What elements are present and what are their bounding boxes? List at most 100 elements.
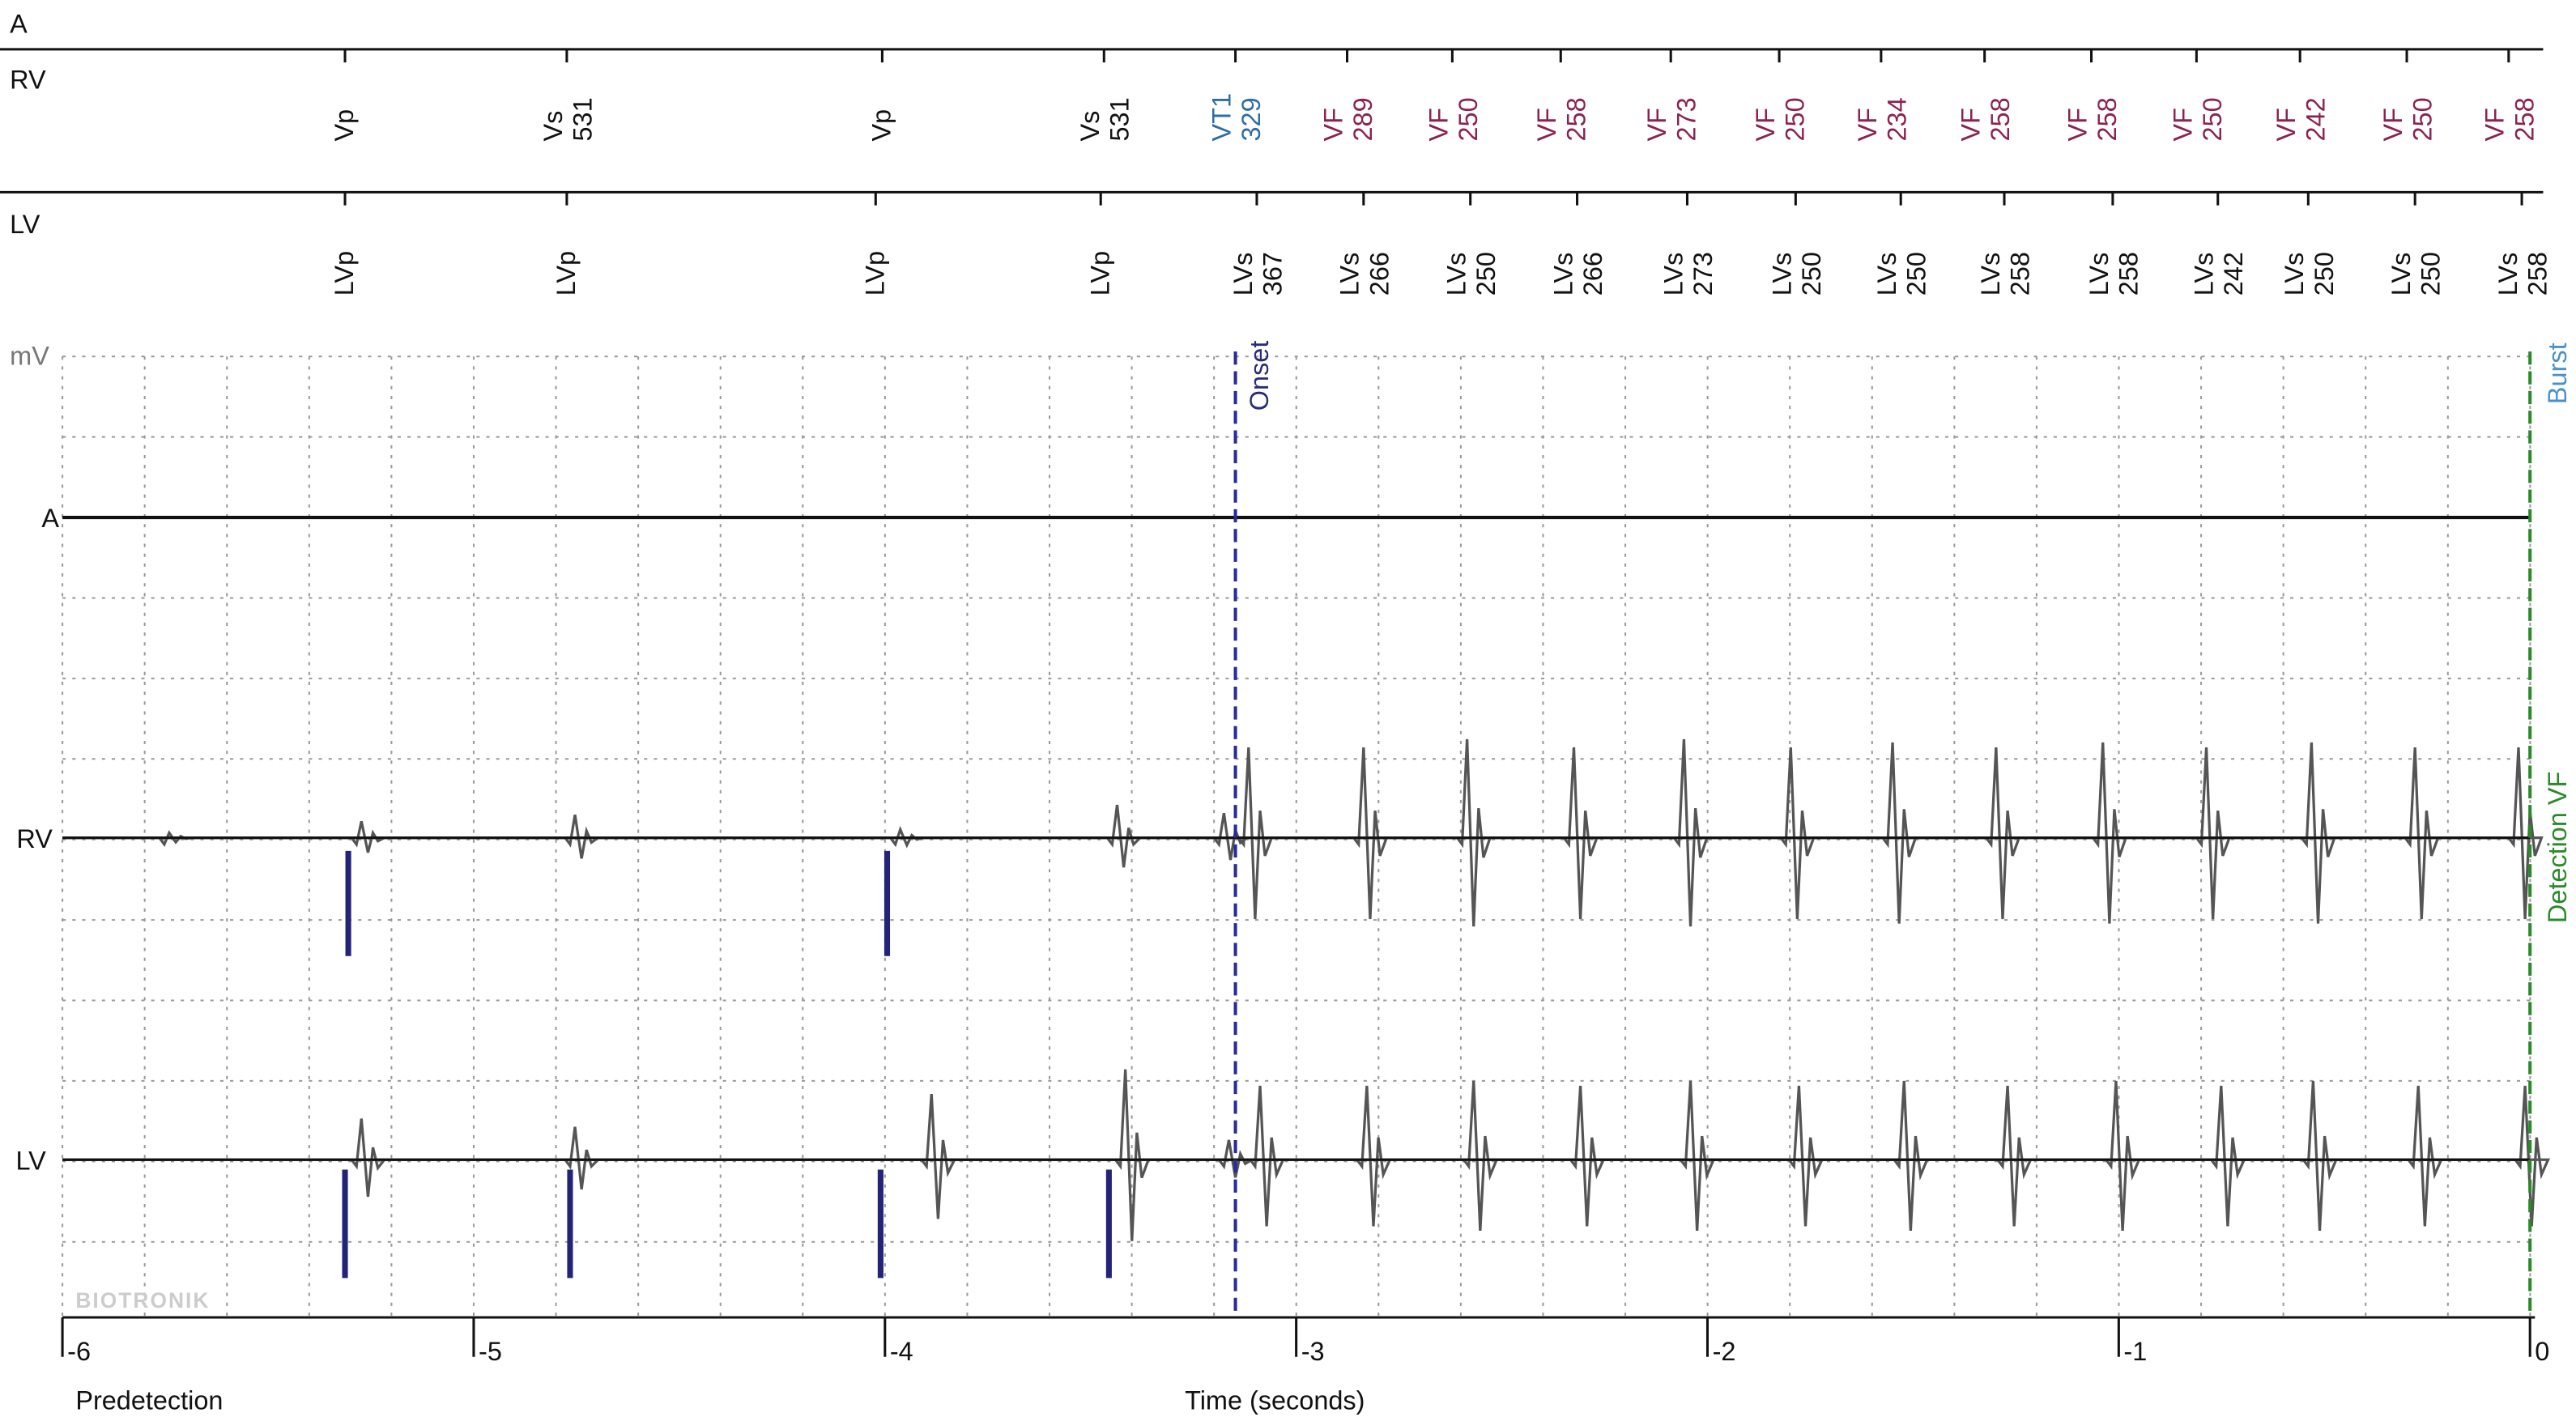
lv-trace: [62, 1080, 2531, 1232]
marker-label: VF: [2168, 108, 2197, 141]
marker-label: LVs: [1658, 253, 1688, 296]
marker-label: VF: [1642, 108, 1671, 141]
rv-trace: [62, 747, 2531, 920]
marker-label: VF: [2378, 108, 2408, 141]
marker-label: VF: [1956, 108, 1986, 141]
marker-interval: 266: [1365, 252, 1394, 296]
marker-label: LVp: [551, 251, 581, 296]
marker-label: VF: [2480, 108, 2510, 141]
marker-interval: 531: [1105, 97, 1135, 141]
rv-trace: [62, 747, 2531, 920]
lv-trace: [62, 1126, 2531, 1190]
time-tick-label: -4: [890, 1337, 913, 1366]
marker-label: LVs: [1228, 253, 1258, 296]
lv-trace: [62, 1085, 2551, 1227]
time-tick-label: -2: [1713, 1337, 1736, 1366]
marker-interval: 273: [1672, 97, 1701, 141]
marker-label: LVs: [2387, 253, 2416, 296]
lv-trace: [62, 1085, 2531, 1227]
marker-label: LVs: [2190, 253, 2219, 296]
time-tick-label: 0: [2535, 1337, 2549, 1366]
marker-interval: 250: [1454, 97, 1483, 141]
marker-label: VF: [1424, 108, 1453, 141]
marker-interval: 289: [1348, 97, 1377, 141]
marker-interval: 250: [2310, 252, 2339, 296]
onset-label: Onset: [1245, 341, 1274, 411]
marker-interval: 250: [2408, 97, 2437, 141]
marker-label: LVs: [2493, 253, 2523, 296]
marker-interval: 367: [1258, 252, 1287, 296]
lv-trace: [62, 1085, 2531, 1227]
marker-row-label: A: [10, 10, 28, 39]
marker-label: LVs: [1767, 253, 1796, 296]
lv-trace: [62, 1085, 2531, 1227]
rv-trace: [62, 742, 2531, 924]
marker-interval: 242: [2219, 252, 2248, 296]
marker-interval: 234: [1882, 97, 1911, 141]
lv-trace: [62, 1085, 2531, 1227]
marker-interval: 250: [1781, 97, 1810, 141]
rv-trace: [62, 747, 2531, 920]
marker-label: Vp: [867, 109, 896, 142]
lv-trace: [62, 1080, 2531, 1232]
marker-label: LVp: [860, 251, 889, 296]
marker-interval: 258: [2510, 97, 2539, 141]
marker-label: LVs: [1976, 253, 2005, 296]
marker-interval: 250: [1902, 252, 1931, 296]
marker-interval: 258: [2005, 252, 2034, 296]
marker-label: LVs: [2280, 253, 2309, 296]
lv-trace: [62, 1080, 2531, 1232]
lv-trace: [62, 1080, 2531, 1232]
marker-label: LVp: [1085, 251, 1114, 296]
rv-trace: [62, 747, 2531, 920]
marker-label: Vs: [1075, 111, 1105, 142]
footer-label: Predetection: [75, 1386, 223, 1415]
time-tick-label: -3: [1301, 1337, 1325, 1366]
rv-trace: [62, 804, 2531, 868]
lv-trace: [62, 1118, 2531, 1198]
channel-label: A: [41, 504, 59, 533]
rv-trace: [62, 738, 2531, 927]
marker-label: LVs: [1442, 253, 1471, 296]
rv-trace: [62, 738, 2531, 927]
time-tick-label: -5: [479, 1337, 502, 1366]
burst-label: Burst: [2543, 343, 2572, 404]
marker-interval: 531: [568, 97, 597, 141]
marker-label: LVs: [2084, 253, 2114, 296]
rv-trace: [62, 747, 2544, 920]
marker-interval: 258: [2523, 252, 2552, 296]
channel-label: RV: [16, 824, 53, 853]
marker-label: LVs: [1335, 253, 1365, 296]
marker-interval: 250: [2416, 252, 2446, 296]
rv-trace: [62, 747, 2531, 920]
rv-trace: [62, 747, 2531, 920]
lv-trace: [62, 1080, 2531, 1232]
marker-label: Vs: [539, 111, 568, 142]
marker-label: VF: [1751, 108, 1780, 141]
lv-trace: [62, 1085, 2531, 1227]
lv-trace: [62, 1085, 2531, 1227]
axis-title: Time (seconds): [1185, 1386, 1365, 1415]
marker-label: VF: [1318, 108, 1348, 141]
time-tick-label: -1: [2123, 1337, 2147, 1366]
marker-row-label: RV: [10, 66, 46, 95]
marker-interval: 329: [1237, 97, 1266, 141]
watermark: BIOTRONIK: [75, 1288, 210, 1313]
marker-interval: 258: [2093, 97, 2122, 141]
marker-interval: 258: [1986, 97, 2015, 141]
lv-trace: [62, 1069, 2531, 1241]
lv-trace: [62, 1085, 2531, 1227]
marker-label: VT1: [1207, 93, 1236, 142]
marker-label: Vp: [330, 109, 359, 142]
rv-trace: [62, 742, 2531, 924]
marker-interval: 258: [2114, 252, 2143, 296]
marker-interval: 250: [1471, 252, 1501, 296]
marker-label: LVs: [1548, 253, 1578, 296]
marker-interval: 250: [1797, 252, 1826, 296]
detection-label: Detection VF: [2543, 772, 2572, 924]
rv-trace: [62, 814, 2531, 859]
marker-label: VF: [2272, 108, 2301, 141]
unit-label: mV: [10, 341, 49, 370]
